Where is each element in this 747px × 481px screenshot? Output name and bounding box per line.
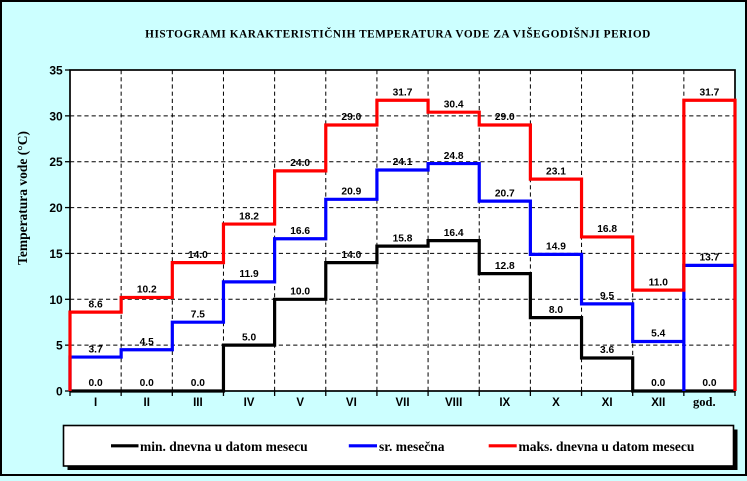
svg-text:30: 30 bbox=[49, 109, 63, 123]
svg-text:3.7: 3.7 bbox=[88, 344, 102, 355]
svg-text:Temperatura vode (°C): Temperatura vode (°C) bbox=[15, 131, 30, 265]
svg-text:29.0: 29.0 bbox=[341, 112, 361, 123]
svg-text:4.5: 4.5 bbox=[140, 337, 154, 348]
svg-text:0: 0 bbox=[56, 385, 63, 399]
svg-text:5: 5 bbox=[56, 339, 63, 353]
svg-text:24.0: 24.0 bbox=[290, 158, 310, 169]
svg-text:31.7: 31.7 bbox=[393, 87, 413, 98]
svg-text:VI: VI bbox=[346, 397, 357, 409]
svg-text:0.0: 0.0 bbox=[702, 378, 716, 389]
svg-text:7.5: 7.5 bbox=[191, 309, 205, 320]
svg-text:5.0: 5.0 bbox=[242, 332, 256, 343]
svg-text:24.8: 24.8 bbox=[444, 151, 464, 162]
svg-text:11.0: 11.0 bbox=[649, 277, 669, 288]
svg-text:XI: XI bbox=[602, 397, 613, 409]
svg-text:31.7: 31.7 bbox=[700, 87, 720, 98]
svg-text:20.9: 20.9 bbox=[341, 187, 361, 198]
svg-text:0.0: 0.0 bbox=[191, 378, 205, 389]
svg-text:18.2: 18.2 bbox=[239, 211, 259, 222]
svg-text:13.7: 13.7 bbox=[700, 253, 720, 264]
svg-text:9.5: 9.5 bbox=[600, 291, 614, 302]
svg-text:X: X bbox=[552, 397, 560, 409]
svg-text:0.0: 0.0 bbox=[88, 378, 102, 389]
svg-text:0.0: 0.0 bbox=[651, 378, 665, 389]
svg-text:5.4: 5.4 bbox=[651, 329, 665, 340]
svg-text:16.4: 16.4 bbox=[444, 228, 464, 239]
svg-text:VII: VII bbox=[395, 397, 409, 409]
svg-text:24.1: 24.1 bbox=[393, 157, 413, 168]
svg-text:12.8: 12.8 bbox=[495, 261, 515, 272]
svg-text:8.6: 8.6 bbox=[88, 299, 102, 310]
svg-text:14.0: 14.0 bbox=[341, 250, 361, 261]
svg-text:23.1: 23.1 bbox=[546, 166, 566, 177]
svg-text:16.8: 16.8 bbox=[597, 224, 617, 235]
svg-text:sr. mesečna: sr. mesečna bbox=[379, 439, 445, 454]
svg-text:15.8: 15.8 bbox=[393, 233, 413, 244]
svg-text:3.6: 3.6 bbox=[600, 345, 614, 356]
svg-text:HISTOGRAMI KARAKTERISTIČNIH TE: HISTOGRAMI KARAKTERISTIČNIH TEMPERATURA … bbox=[145, 28, 651, 41]
svg-text:8.0: 8.0 bbox=[549, 305, 563, 316]
svg-text:10.2: 10.2 bbox=[137, 285, 157, 296]
svg-text:I: I bbox=[94, 397, 97, 409]
svg-text:0.0: 0.0 bbox=[140, 378, 154, 389]
svg-text:20: 20 bbox=[49, 201, 63, 215]
svg-text:IX: IX bbox=[499, 397, 510, 409]
svg-text:god.: god. bbox=[693, 395, 716, 409]
svg-text:II: II bbox=[144, 397, 150, 409]
svg-text:min. dnevna u datom mesecu: min. dnevna u datom mesecu bbox=[140, 439, 308, 454]
svg-text:XII: XII bbox=[651, 397, 665, 409]
svg-text:35: 35 bbox=[49, 64, 63, 78]
svg-text:10.0: 10.0 bbox=[290, 286, 310, 297]
svg-text:20.7: 20.7 bbox=[495, 188, 515, 199]
svg-text:16.6: 16.6 bbox=[290, 226, 310, 237]
svg-text:IV: IV bbox=[244, 397, 255, 409]
svg-text:14.9: 14.9 bbox=[546, 242, 566, 253]
svg-text:30.4: 30.4 bbox=[444, 99, 464, 110]
svg-text:VIII: VIII bbox=[445, 397, 462, 409]
svg-text:25: 25 bbox=[49, 155, 63, 169]
svg-text:11.9: 11.9 bbox=[239, 269, 259, 280]
svg-text:14.0: 14.0 bbox=[188, 250, 208, 261]
svg-text:15: 15 bbox=[49, 247, 63, 261]
svg-text:maks. dnevna u datom mesecu: maks. dnevna u datom mesecu bbox=[519, 439, 695, 454]
svg-text:III: III bbox=[193, 397, 203, 409]
svg-text:29.0: 29.0 bbox=[495, 112, 515, 123]
svg-text:10: 10 bbox=[49, 293, 63, 307]
svg-text:V: V bbox=[296, 397, 304, 409]
